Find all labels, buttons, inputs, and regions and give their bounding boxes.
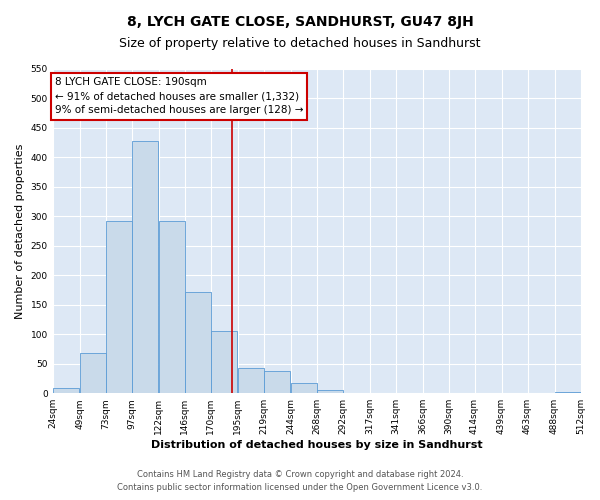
Bar <box>53 388 79 393</box>
Bar <box>290 382 317 393</box>
Bar <box>106 222 131 393</box>
Text: Size of property relative to detached houses in Sandhurst: Size of property relative to detached ho… <box>119 38 481 51</box>
Bar <box>131 141 158 393</box>
Text: Contains HM Land Registry data © Crown copyright and database right 2024.
Contai: Contains HM Land Registry data © Crown c… <box>118 470 482 492</box>
Bar <box>238 368 263 393</box>
Y-axis label: Number of detached properties: Number of detached properties <box>15 143 25 318</box>
Bar <box>343 392 368 393</box>
Bar <box>422 392 449 393</box>
Bar <box>158 222 185 393</box>
Text: 8 LYCH GATE CLOSE: 190sqm
← 91% of detached houses are smaller (1,332)
9% of sem: 8 LYCH GATE CLOSE: 190sqm ← 91% of detac… <box>55 78 304 116</box>
Bar <box>185 292 211 393</box>
Text: 8, LYCH GATE CLOSE, SANDHURST, GU47 8JH: 8, LYCH GATE CLOSE, SANDHURST, GU47 8JH <box>127 15 473 29</box>
Bar <box>263 371 290 393</box>
Bar <box>554 392 581 393</box>
Bar <box>317 390 343 393</box>
X-axis label: Distribution of detached houses by size in Sandhurst: Distribution of detached houses by size … <box>151 440 482 450</box>
Bar <box>211 331 236 393</box>
Bar <box>80 353 106 393</box>
